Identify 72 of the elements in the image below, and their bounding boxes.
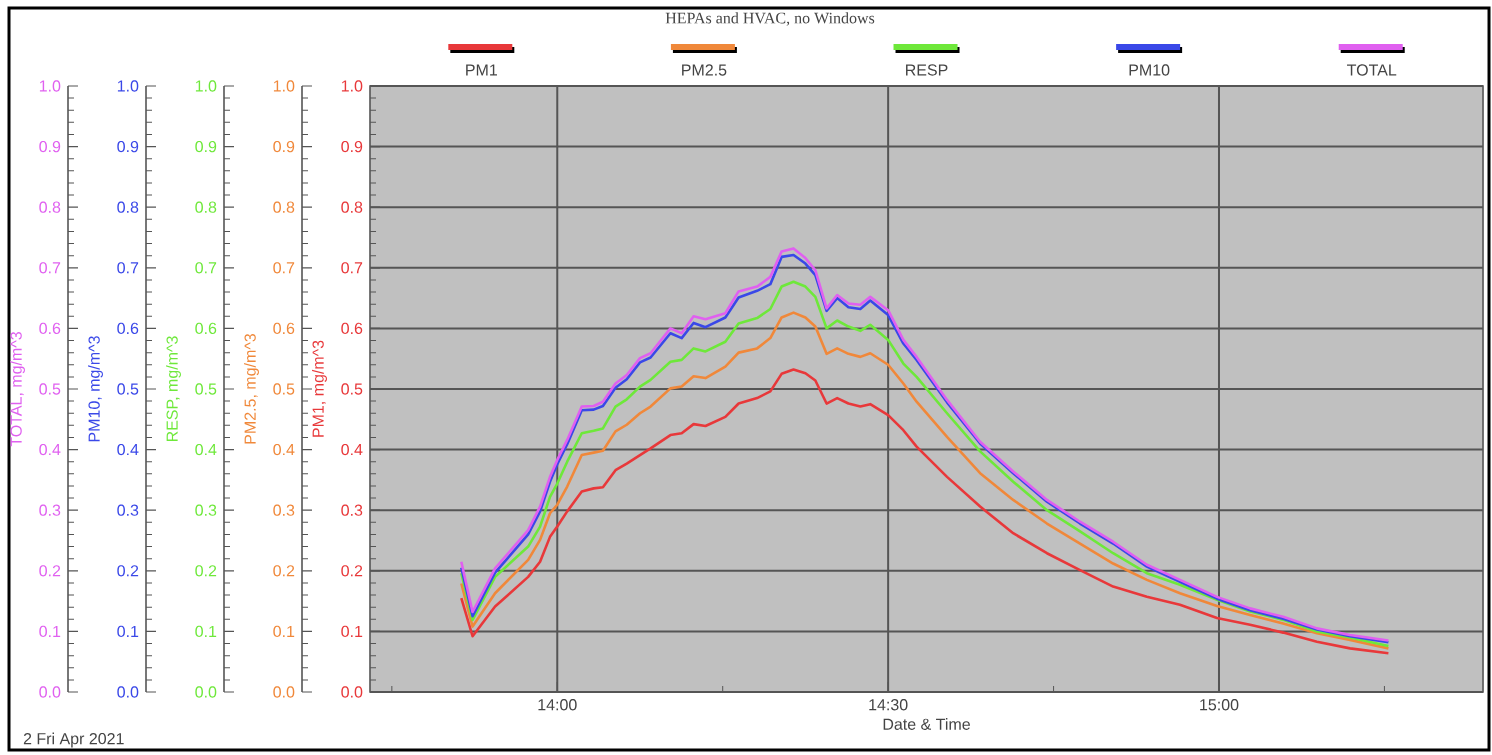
legend-label: PM2.5 — [682, 64, 727, 76]
text: 0.3 — [117, 504, 139, 516]
text: 0.2 — [117, 565, 139, 577]
line-series — [460, 368, 1390, 655]
y-tick-label: 0.1 — [341, 625, 363, 638]
text: PM1, mg/m^3 — [312, 340, 327, 437]
text: 0.6 — [117, 322, 139, 335]
text: 0.2 — [195, 565, 217, 577]
x-axis-title: Date & Time — [883, 718, 970, 730]
y-tick-label: 1.0 — [341, 80, 363, 92]
text: 0.4 — [273, 443, 295, 456]
text: 0.5 — [39, 383, 61, 395]
text: 0.9 — [195, 140, 217, 153]
text: 2 Fri Apr 2021 — [23, 732, 124, 748]
y-tick-label: 0.0 — [341, 686, 363, 698]
text: 0.0 — [117, 686, 139, 698]
legend-label: PM10 — [1129, 64, 1170, 76]
y-tick-label: 0.8 — [341, 201, 363, 213]
text: 0.1 — [195, 625, 217, 638]
y-tick-label: 0.3 — [341, 504, 363, 516]
text: 1.0 — [273, 80, 295, 92]
text: 0.4 — [117, 443, 139, 456]
text: 0.9 — [273, 140, 295, 153]
x-tick-label: 15:00 — [1200, 699, 1239, 711]
y-tick-label: 0.5 — [341, 383, 363, 395]
text: 0.1 — [117, 625, 139, 638]
y-tick-label: 0.6 — [341, 322, 363, 335]
text: 0.5 — [195, 383, 217, 395]
text: 0.3 — [39, 504, 61, 516]
text: 0.6 — [195, 322, 217, 335]
text: 0.1 — [39, 625, 61, 638]
y-tick-label: 0.4 — [341, 443, 363, 456]
chart-title: HEPAs and HVAC, no Windows — [665, 12, 875, 26]
y-tick-label: 0.7 — [341, 262, 363, 274]
text: 1.0 — [117, 80, 139, 92]
text: 0.5 — [273, 383, 295, 395]
text: 0.0 — [195, 686, 217, 698]
x-tick-label: 14:00 — [538, 699, 577, 711]
text: 0.7 — [39, 262, 61, 274]
text: 0.6 — [273, 322, 295, 335]
text: 0.0 — [273, 686, 295, 698]
text: PM2.5, mg/m^3 — [244, 333, 259, 444]
text: 0.8 — [273, 201, 295, 213]
y-tick-label: 0.9 — [341, 140, 363, 153]
text: 0.0 — [39, 686, 61, 698]
text: 0.2 — [273, 565, 295, 577]
text: 0.8 — [117, 201, 139, 213]
text: TOTAL, mg/m^3 — [10, 332, 25, 447]
legend-label: TOTAL — [1347, 64, 1397, 76]
text: 0.7 — [273, 262, 295, 274]
text: RESP, mg/m^3 — [166, 336, 181, 442]
text: 0.4 — [195, 443, 217, 456]
text: 0.1 — [273, 625, 295, 638]
text: 0.8 — [39, 201, 61, 213]
text: 0.7 — [195, 262, 217, 274]
text: 0.4 — [39, 443, 61, 456]
x-tick-label: 14:30 — [869, 699, 908, 711]
text: 0.5 — [117, 383, 139, 395]
text: 0.2 — [39, 565, 61, 577]
text: 0.8 — [195, 201, 217, 213]
text: 0.6 — [39, 322, 61, 335]
y-tick-label: 0.2 — [341, 565, 363, 577]
text: 0.7 — [117, 262, 139, 274]
legend-label: RESP — [906, 64, 948, 76]
text: 1.0 — [39, 80, 61, 92]
text: 0.9 — [117, 140, 139, 153]
text: 0.3 — [195, 504, 217, 516]
text: 1.0 — [195, 80, 217, 92]
legend-label: PM1 — [466, 64, 497, 76]
text: PM10, mg/m^3 — [88, 336, 103, 442]
text: 0.3 — [273, 504, 295, 516]
text: 0.9 — [39, 140, 61, 153]
